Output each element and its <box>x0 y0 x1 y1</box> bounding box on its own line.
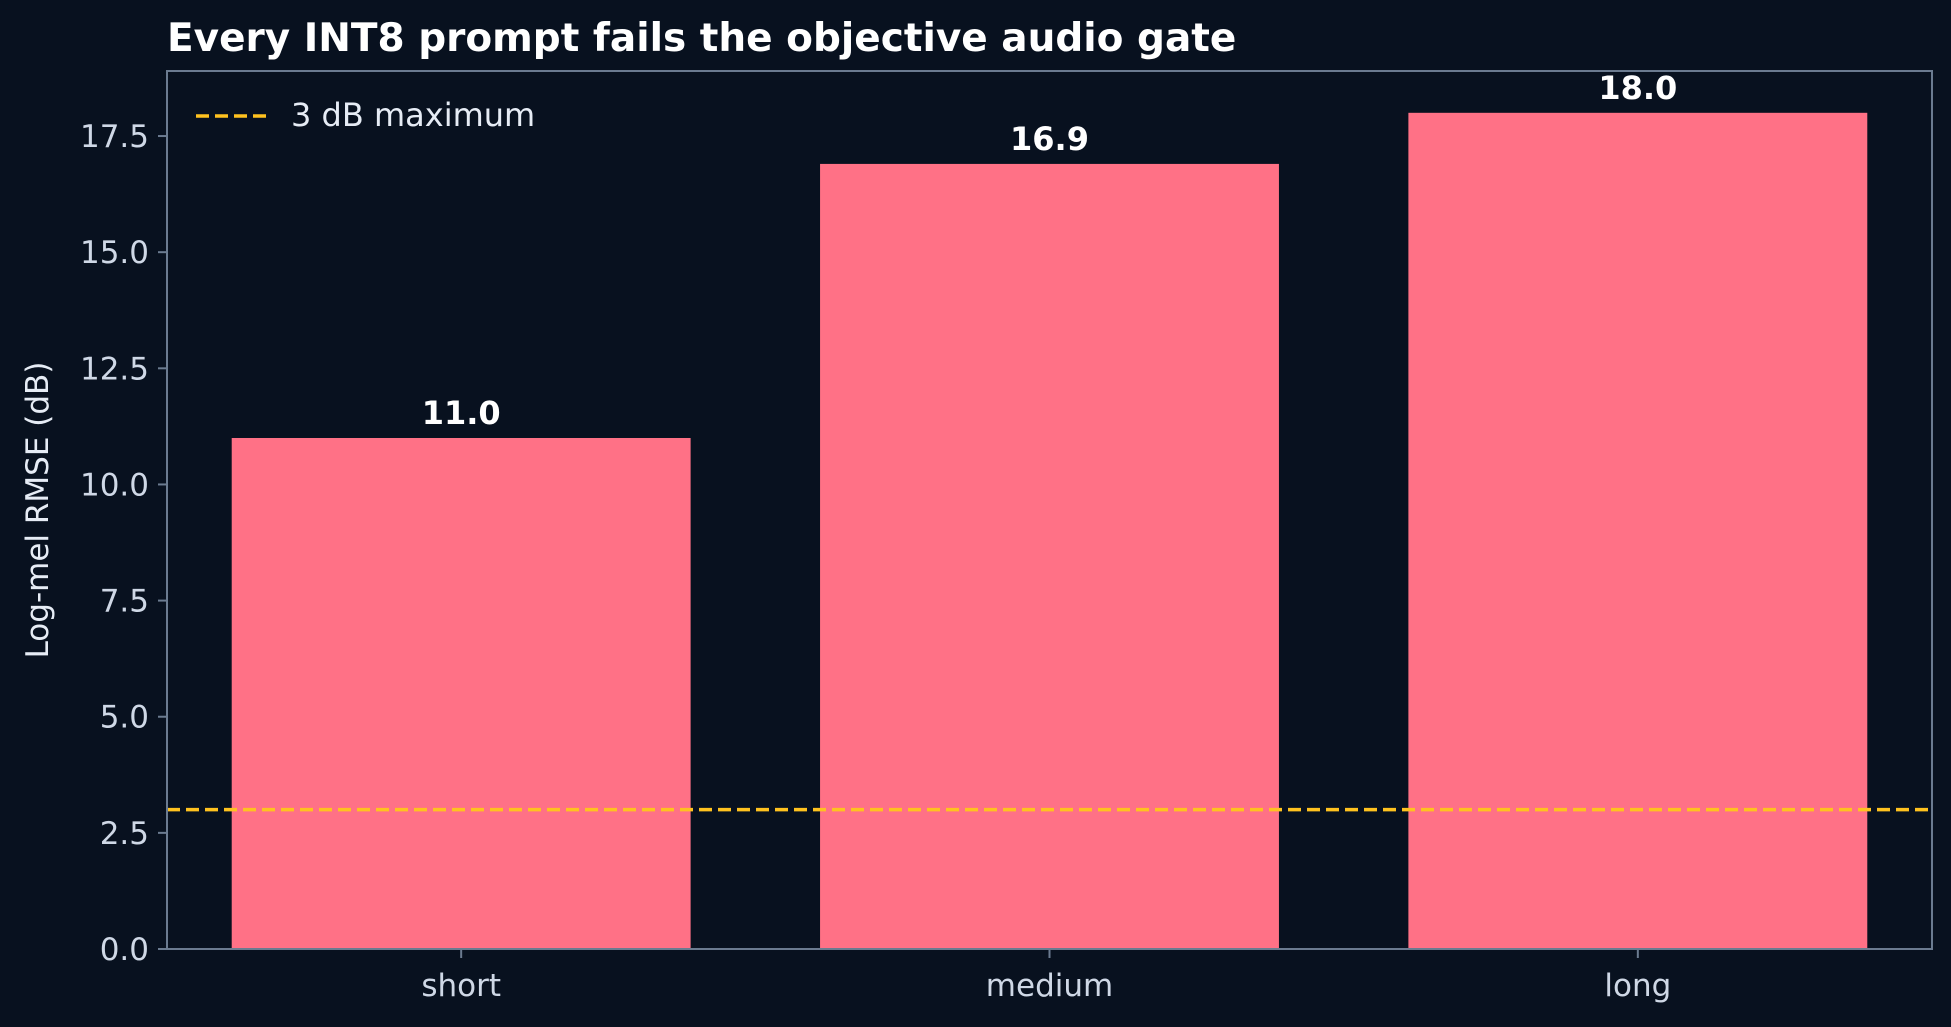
x-tick-label-medium: medium <box>986 968 1113 1004</box>
bar-labels-group: 11.0 16.9 18.0 <box>422 69 1678 432</box>
bar-medium <box>820 163 1279 950</box>
y-axis-label: Log-mel RMSE (dB) <box>20 362 56 659</box>
y-axis: 0.0 2.5 5.0 7.5 10.0 12.5 15.0 17.5 <box>80 119 167 968</box>
y-tick-label: 5.0 <box>100 700 149 736</box>
legend-threshold-label: 3 dB maximum <box>291 96 535 134</box>
bars-group <box>231 112 1868 950</box>
y-tick-label: 17.5 <box>80 119 149 155</box>
legend: 3 dB maximum <box>196 96 535 134</box>
y-tick-label: 12.5 <box>80 351 149 387</box>
x-tick-label-short: short <box>421 968 501 1004</box>
y-tick-label: 10.0 <box>80 467 149 503</box>
bar-value-label-short: 11.0 <box>422 394 501 432</box>
y-tick-label: 2.5 <box>100 816 149 852</box>
x-axis: short medium long <box>421 949 1671 1004</box>
y-tick-label: 15.0 <box>80 235 149 271</box>
bar-short <box>231 437 691 949</box>
bar-value-label-medium: 16.9 <box>1010 120 1089 158</box>
plot-area: 11.0 16.9 18.0 <box>166 69 1933 950</box>
y-tick-label: 0.0 <box>100 932 149 968</box>
bar-long <box>1408 112 1868 950</box>
bar-value-label-long: 18.0 <box>1598 69 1677 107</box>
chart-title: Every INT8 prompt fails the objective au… <box>167 16 1236 61</box>
x-tick-label-long: long <box>1604 968 1671 1004</box>
y-tick-label: 7.5 <box>100 584 149 620</box>
